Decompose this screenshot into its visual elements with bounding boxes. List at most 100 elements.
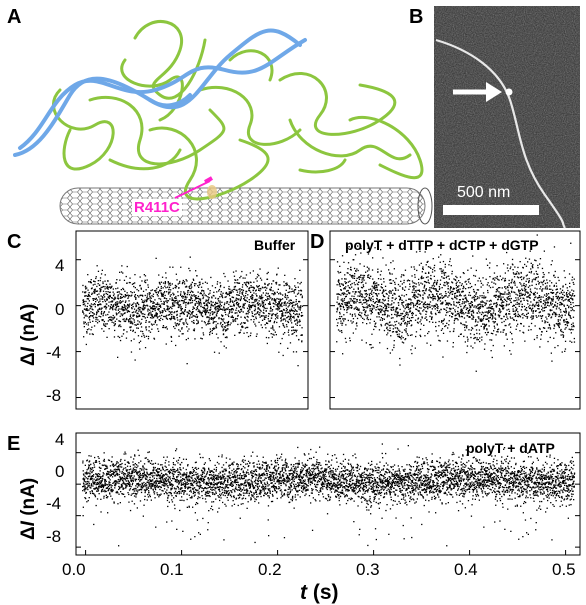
trace-point	[106, 487, 108, 489]
trace-point	[496, 331, 498, 333]
trace-point	[213, 327, 215, 329]
trace-point	[216, 310, 219, 312]
trace-point	[198, 303, 200, 305]
trace-point	[446, 340, 449, 342]
trace-point	[472, 315, 474, 317]
trace-point	[114, 329, 116, 332]
trace-point	[274, 331, 276, 333]
trace-point	[211, 303, 213, 305]
trace-point	[110, 304, 112, 306]
trace-point	[445, 295, 447, 297]
trace-point	[82, 301, 84, 304]
trace-point	[441, 287, 443, 289]
trace-point	[285, 324, 288, 326]
trace-point	[548, 323, 550, 326]
trace-point	[293, 317, 295, 319]
trace-point	[542, 288, 544, 290]
trace-point	[380, 278, 382, 280]
trace-point	[223, 328, 225, 330]
trace-point	[253, 321, 255, 323]
trace-point	[117, 295, 119, 297]
trace-point	[466, 300, 468, 302]
trace-point	[251, 298, 254, 300]
trace-point	[501, 305, 503, 307]
trace-point	[505, 305, 507, 307]
trace-point	[488, 267, 491, 269]
trace-point	[560, 328, 562, 331]
trace-point	[275, 334, 277, 336]
trace-point	[201, 289, 203, 291]
trace-point	[365, 271, 367, 273]
trace-point	[146, 279, 148, 281]
trace-point	[189, 317, 191, 319]
trace-point	[155, 319, 157, 322]
trace-point	[368, 274, 370, 276]
trace-point	[271, 299, 273, 301]
trace-point	[373, 292, 375, 294]
trace-point	[501, 293, 503, 295]
trace-point	[115, 301, 117, 304]
trace-point	[367, 274, 369, 277]
trace-point	[82, 303, 84, 306]
trace-point	[284, 301, 286, 303]
trace-point	[206, 299, 208, 302]
trace-point	[105, 283, 108, 286]
trace-point	[534, 278, 537, 281]
trace-point	[177, 319, 179, 321]
trace-point	[292, 329, 295, 331]
trace-point	[247, 282, 249, 284]
trace-point	[197, 321, 199, 323]
trace-point	[421, 283, 424, 285]
trace-point	[389, 352, 391, 354]
trace-point	[160, 287, 162, 289]
trace-point	[570, 306, 572, 309]
trace-point	[299, 301, 301, 303]
trace-point	[345, 286, 347, 288]
trace-point	[225, 347, 227, 349]
trace-point	[229, 305, 231, 307]
trace-point	[251, 311, 253, 313]
trace-point	[107, 489, 109, 491]
trace-point	[95, 461, 98, 463]
trace-point	[391, 300, 393, 302]
trace-point	[414, 319, 417, 321]
trace-point	[299, 283, 301, 285]
trace-point	[397, 314, 399, 317]
trace-point	[361, 281, 364, 283]
trace-point	[460, 295, 462, 297]
trace-point	[110, 484, 112, 486]
trace-point	[404, 286, 407, 288]
trace-point	[279, 310, 281, 312]
trace-point	[134, 359, 136, 361]
trace-point	[384, 296, 386, 298]
trace-point	[234, 288, 236, 290]
trace-point	[469, 286, 471, 289]
trace-point	[561, 292, 563, 294]
trace-point	[224, 326, 226, 328]
trace-point	[272, 280, 275, 282]
trace-point	[488, 285, 490, 287]
trace-point	[137, 295, 139, 297]
trace-point	[547, 301, 550, 304]
trace-point	[211, 296, 213, 298]
trace-point	[431, 305, 433, 307]
trace-point	[572, 302, 574, 304]
trace-point	[160, 311, 162, 314]
trace-point	[84, 295, 86, 297]
trace-point	[295, 295, 297, 297]
trace-point	[254, 313, 256, 316]
trace-point	[427, 297, 429, 299]
trace-point	[543, 299, 545, 302]
trace-point	[536, 335, 538, 337]
trace-point	[276, 316, 278, 318]
trace-point	[341, 278, 343, 280]
trace-point	[296, 310, 298, 312]
trace-point	[96, 483, 98, 485]
trace-point	[572, 293, 574, 295]
trace-point	[137, 327, 139, 329]
trace-point	[255, 300, 258, 302]
trace-point	[392, 306, 395, 308]
trace-point	[209, 328, 211, 330]
trace-point	[86, 483, 89, 485]
trace-point	[102, 301, 104, 303]
